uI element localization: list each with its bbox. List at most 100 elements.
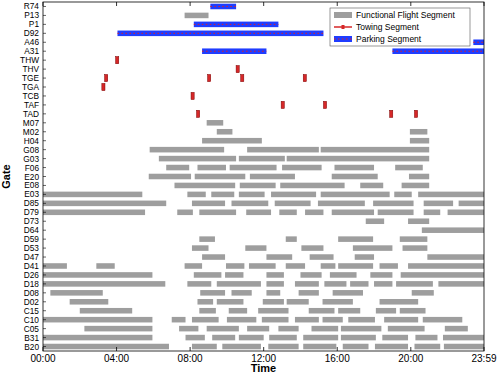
functional-segment <box>418 192 484 198</box>
functional-segment <box>412 290 434 296</box>
legend-label: Functional Flight Segment <box>356 10 455 20</box>
functional-segment <box>395 165 423 171</box>
functional-segment <box>445 326 468 332</box>
functional-segment <box>271 192 316 198</box>
functional-segment <box>353 245 393 251</box>
functional-segment <box>444 344 484 350</box>
functional-segment <box>150 147 224 153</box>
functional-segment <box>266 290 280 296</box>
functional-segment <box>409 174 429 180</box>
towing-segment <box>116 57 119 64</box>
functional-segment <box>403 245 428 251</box>
functional-segment <box>360 183 383 189</box>
y-tick <box>43 257 46 258</box>
legend-swatch <box>334 36 352 42</box>
parking-segment <box>202 48 266 54</box>
towing-segment <box>208 74 211 81</box>
y-tick <box>43 24 46 25</box>
functional-segment <box>321 192 390 198</box>
functional-segment <box>310 254 334 260</box>
plot-frame <box>43 2 484 351</box>
functional-segment <box>199 308 216 314</box>
y-tick <box>43 176 46 177</box>
functional-segment <box>232 201 269 207</box>
functional-segment <box>286 236 297 242</box>
y-tick <box>43 42 46 43</box>
parking-segment <box>392 48 484 54</box>
functional-segment <box>410 129 427 135</box>
functional-segment <box>239 335 264 341</box>
functional-segment <box>299 290 319 296</box>
x-tick <box>43 347 44 351</box>
functional-segment <box>374 281 392 287</box>
functional-segment <box>269 335 297 341</box>
functional-segment <box>239 156 285 162</box>
x-tick <box>43 2 44 6</box>
functional-segment <box>192 317 219 323</box>
y-tick <box>43 15 46 16</box>
y-tick <box>43 131 46 132</box>
functional-segment <box>211 192 234 198</box>
functional-segment <box>448 210 484 216</box>
y-tick <box>43 301 46 302</box>
functional-segment <box>366 218 384 224</box>
functional-segment <box>262 317 289 323</box>
marks <box>43 4 484 350</box>
functional-segment <box>338 263 373 269</box>
functional-segment <box>43 344 169 350</box>
functional-segment <box>266 281 283 287</box>
x-tick <box>190 347 191 351</box>
functional-segment <box>232 290 252 296</box>
y-tick <box>43 158 46 159</box>
functional-segment <box>247 326 269 332</box>
functional-segment <box>380 299 419 305</box>
functional-segment <box>159 156 236 162</box>
y-tick <box>43 51 46 52</box>
functional-segment <box>305 210 323 216</box>
parking-segment <box>194 22 279 28</box>
parking-pattern <box>392 51 484 52</box>
legend: Functional Flight SegmentTowing SegmentP… <box>330 8 470 46</box>
parking-pattern <box>194 24 279 25</box>
x-tick-label: 20:00 <box>398 353 423 364</box>
functional-segment <box>194 272 222 278</box>
functional-segment <box>348 317 375 323</box>
y-tick <box>43 60 46 61</box>
functional-segment <box>333 290 363 296</box>
functional-segment <box>321 147 430 153</box>
y-tick <box>43 319 46 320</box>
functional-segment <box>311 326 338 332</box>
y-tick <box>43 185 46 186</box>
functional-segment <box>230 165 277 171</box>
functional-segment <box>341 326 381 332</box>
functional-segment <box>301 245 323 251</box>
towing-segment <box>191 92 194 99</box>
y-tick <box>43 328 46 329</box>
functional-segment <box>217 299 244 305</box>
parking-pattern <box>210 6 236 7</box>
y-tick <box>43 292 46 293</box>
towing-segment <box>241 74 244 81</box>
legend-swatch <box>334 12 352 18</box>
functional-segment <box>402 183 430 189</box>
functional-segment <box>438 281 484 287</box>
functional-segment <box>229 308 247 314</box>
towing-segment <box>323 101 326 108</box>
functional-segment <box>338 308 360 314</box>
functional-segment <box>343 344 369 350</box>
functional-segment <box>200 290 225 296</box>
functional-segment <box>43 272 152 278</box>
functional-segment <box>332 210 374 216</box>
functional-segment <box>258 308 288 314</box>
functional-segment <box>166 165 189 171</box>
x-axis-label: Time <box>251 362 276 374</box>
functional-segment <box>268 344 298 350</box>
functional-segment <box>263 299 284 305</box>
parking-pattern <box>202 51 266 52</box>
functional-segment <box>423 317 463 323</box>
x-tick <box>116 347 117 351</box>
y-tick <box>43 149 46 150</box>
functional-segment <box>321 263 336 269</box>
functional-segment <box>408 218 429 224</box>
x-tick-label: 00:00 <box>30 353 55 364</box>
